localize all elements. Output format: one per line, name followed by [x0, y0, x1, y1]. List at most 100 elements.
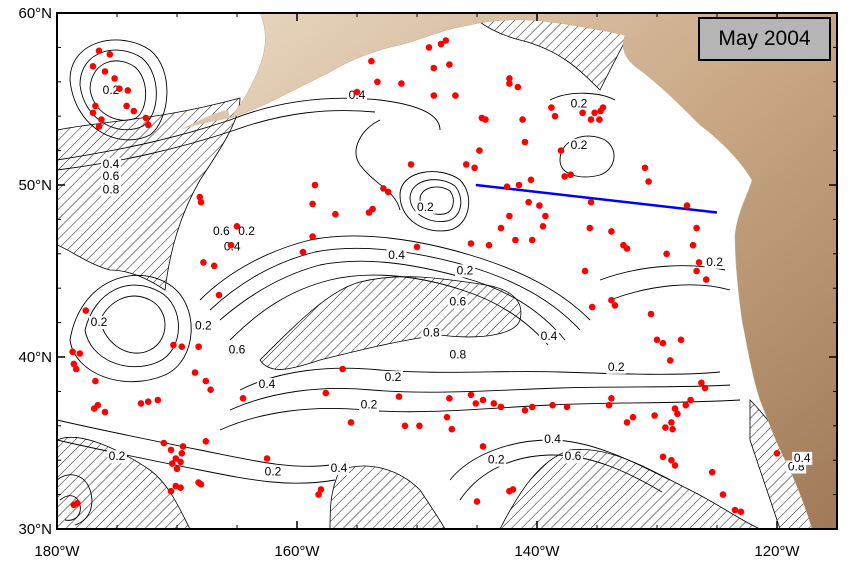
station-point	[588, 303, 596, 311]
contour-label: 0.6	[213, 224, 230, 238]
station-point	[89, 63, 97, 70]
lon-tick-label: 120°W	[754, 543, 800, 560]
station-point	[311, 181, 319, 189]
station-point	[485, 241, 493, 249]
contour-label-background	[101, 169, 121, 183]
contour-label-background	[563, 450, 583, 464]
station-point	[170, 341, 177, 349]
station-point	[503, 183, 511, 190]
map-frame	[56, 12, 838, 530]
contour-label-background	[257, 378, 277, 391]
station-point	[666, 357, 674, 364]
station-point	[472, 400, 480, 407]
station-point	[95, 123, 103, 130]
station-point	[669, 425, 676, 433]
station-point	[641, 164, 649, 172]
contour-label-background	[542, 433, 563, 446]
station-point	[116, 85, 123, 92]
station-point	[167, 487, 175, 495]
station-point	[519, 116, 526, 123]
axis-ticks: 180°W 160°W 140°W 120°W 60°N 50°N 40°N 30°N	[18, 5, 838, 560]
station-point	[202, 438, 210, 445]
station-point	[668, 419, 675, 426]
station-point	[668, 456, 675, 464]
station-point	[497, 403, 505, 411]
station-point	[368, 57, 375, 65]
station-point	[173, 465, 181, 473]
station-point	[687, 396, 694, 404]
station-point	[647, 310, 655, 318]
station-point	[512, 236, 519, 244]
station-point	[69, 348, 76, 356]
station-point	[645, 178, 652, 185]
station-point	[677, 336, 685, 344]
station-point	[629, 413, 637, 421]
station-point	[515, 181, 523, 189]
contour-label: 0.2	[457, 263, 474, 277]
station-point	[701, 384, 709, 392]
lat-tick-label: 50°N	[18, 177, 52, 194]
contour-label-background	[704, 255, 725, 269]
station-point	[471, 164, 478, 172]
station-point	[178, 450, 186, 457]
station-point	[671, 405, 679, 412]
station-point	[587, 116, 595, 123]
contour-label-background	[101, 183, 121, 197]
station-point	[542, 212, 549, 220]
station-point	[315, 491, 322, 498]
contour-label: 0.6	[565, 449, 582, 463]
station-point	[506, 75, 513, 82]
station-point	[482, 116, 489, 123]
contour-label-background	[569, 138, 589, 152]
station-point	[309, 200, 316, 208]
station-point	[682, 401, 690, 409]
station-point	[130, 107, 138, 115]
station-point	[473, 498, 481, 505]
station-points	[69, 37, 781, 516]
lat-tick-label: 30°N	[18, 521, 52, 538]
station-point	[353, 88, 361, 96]
contour-label: 0.2	[488, 453, 505, 467]
contour-label: 0.2	[109, 449, 126, 463]
contour-label-background	[101, 83, 121, 97]
station-point	[191, 369, 199, 376]
station-point	[442, 37, 450, 44]
landmass	[180, 13, 837, 529]
station-point	[698, 379, 705, 387]
contour-label: 0.8	[103, 183, 120, 197]
contour-label-background	[101, 157, 121, 171]
station-point	[309, 233, 316, 240]
station-point	[683, 202, 691, 209]
station-point	[557, 147, 565, 154]
contour-lines	[57, 39, 741, 526]
station-point	[430, 64, 438, 72]
station-point	[72, 365, 80, 373]
station-point	[215, 291, 223, 299]
station-point	[233, 223, 241, 230]
contour-label-background	[383, 371, 403, 385]
contour-label-background	[263, 465, 283, 479]
station-point	[605, 401, 613, 409]
station-point	[443, 413, 451, 421]
hatch-southwest	[57, 436, 191, 529]
station-point	[137, 400, 145, 407]
station-point	[506, 212, 513, 220]
station-point	[479, 396, 487, 404]
station-point	[623, 419, 631, 426]
contour-label-background	[107, 450, 127, 464]
contour-label-background	[386, 249, 407, 262]
contour-label: 0.2	[238, 224, 255, 238]
station-point	[448, 425, 456, 433]
date-label-box: May 2004	[698, 17, 831, 61]
station-point	[369, 205, 376, 213]
contour-label: 0.4	[103, 157, 120, 171]
station-point	[227, 241, 235, 249]
station-point	[708, 468, 716, 476]
station-point	[124, 87, 132, 94]
station-point	[521, 407, 529, 414]
contour-label: 0.4	[388, 248, 405, 262]
contour-label: 0.2	[91, 315, 108, 329]
station-point	[525, 198, 532, 206]
station-point	[695, 259, 703, 266]
contour-label-background	[236, 224, 257, 238]
